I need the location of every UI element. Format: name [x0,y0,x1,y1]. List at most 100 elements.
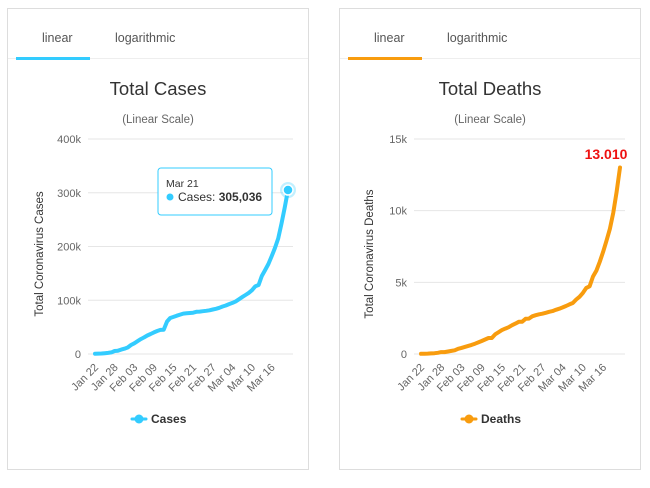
data-point[interactable] [185,312,188,315]
data-point[interactable] [477,341,480,344]
tab-logarithmic[interactable]: logarithmic [115,31,176,45]
data-point[interactable] [143,336,146,339]
data-point[interactable] [247,291,250,294]
data-point[interactable] [470,343,473,346]
tab-linear[interactable]: linear [374,31,405,45]
data-point[interactable] [608,227,611,230]
data-point[interactable] [234,300,237,303]
data-point[interactable] [467,344,470,347]
data-point[interactable] [110,351,113,354]
data-point[interactable] [450,349,453,352]
data-point[interactable] [270,255,273,258]
data-point[interactable] [541,312,544,315]
data-point[interactable] [561,306,564,309]
data-point[interactable] [129,343,132,346]
data-point[interactable] [423,352,426,355]
data-point[interactable] [568,303,571,306]
data-point[interactable] [116,349,119,352]
data-point[interactable] [588,285,591,288]
data-point[interactable] [257,284,260,287]
data-point[interactable] [565,305,568,308]
data-point[interactable] [517,320,520,323]
data-point[interactable] [283,206,286,209]
data-point[interactable] [538,313,541,316]
data-point[interactable] [280,222,283,225]
data-point[interactable] [254,285,257,288]
data-point[interactable] [514,322,517,325]
data-point[interactable] [251,289,254,292]
data-point[interactable] [228,303,231,306]
tab-logarithmic[interactable]: logarithmic [447,31,508,45]
data-point[interactable] [231,301,234,304]
data-point[interactable] [241,296,244,299]
data-point[interactable] [619,166,622,169]
data-point[interactable] [277,237,280,240]
data-point[interactable] [120,348,123,351]
data-point[interactable] [595,269,598,272]
legend-label[interactable]: Deaths [481,412,521,426]
data-point[interactable] [211,308,214,311]
data-point[interactable] [107,351,110,354]
hover-point[interactable] [282,184,294,196]
data-point[interactable] [273,247,276,250]
legend[interactable]: Cases [130,412,187,426]
data-point[interactable] [165,320,168,323]
data-point[interactable] [103,352,106,355]
data-point[interactable] [460,346,463,349]
data-point[interactable] [237,298,240,301]
data-point[interactable] [531,315,534,318]
data-point[interactable] [267,262,270,265]
data-point[interactable] [201,310,204,313]
tab-linear[interactable]: linear [42,31,73,45]
data-point[interactable] [426,352,429,355]
data-point[interactable] [480,340,483,343]
data-point[interactable] [534,314,537,317]
data-point[interactable] [575,298,578,301]
data-point[interactable] [218,306,221,309]
data-point[interactable] [487,337,490,340]
data-point[interactable] [126,346,129,349]
data-point[interactable] [162,328,165,331]
data-point[interactable] [436,351,439,354]
data-point[interactable] [244,293,247,296]
data-point[interactable] [446,350,449,353]
legend-label[interactable]: Cases [151,412,187,426]
data-point[interactable] [612,211,615,214]
data-point[interactable] [139,338,142,341]
data-point[interactable] [260,274,263,277]
data-point[interactable] [494,333,497,336]
data-point[interactable] [198,310,201,313]
data-point[interactable] [159,328,162,331]
legend[interactable]: Deaths [460,412,521,426]
data-point[interactable] [100,352,103,355]
data-point[interactable] [521,320,524,323]
data-point[interactable] [578,295,581,298]
data-point[interactable] [123,347,126,350]
data-point[interactable] [188,312,191,315]
data-point[interactable] [152,331,155,334]
data-point[interactable] [551,310,554,313]
data-point[interactable] [602,250,605,253]
data-point[interactable] [146,334,149,337]
data-point[interactable] [221,305,224,308]
data-point[interactable] [554,308,557,311]
data-point[interactable] [548,310,551,313]
data-point[interactable] [172,315,175,318]
data-point[interactable] [97,352,100,355]
data-point[interactable] [463,345,466,348]
data-point[interactable] [592,275,595,278]
data-point[interactable] [149,333,152,336]
data-point[interactable] [430,352,433,355]
data-point[interactable] [443,351,446,354]
data-point[interactable] [440,351,443,354]
data-point[interactable] [182,312,185,315]
data-point[interactable] [420,352,423,355]
data-point[interactable] [94,352,97,355]
data-point[interactable] [224,304,227,307]
data-point[interactable] [497,331,500,334]
data-point[interactable] [136,340,139,343]
data-point[interactable] [264,269,267,272]
data-point[interactable] [504,327,507,330]
data-point[interactable] [527,317,530,320]
data-point[interactable] [113,350,116,353]
